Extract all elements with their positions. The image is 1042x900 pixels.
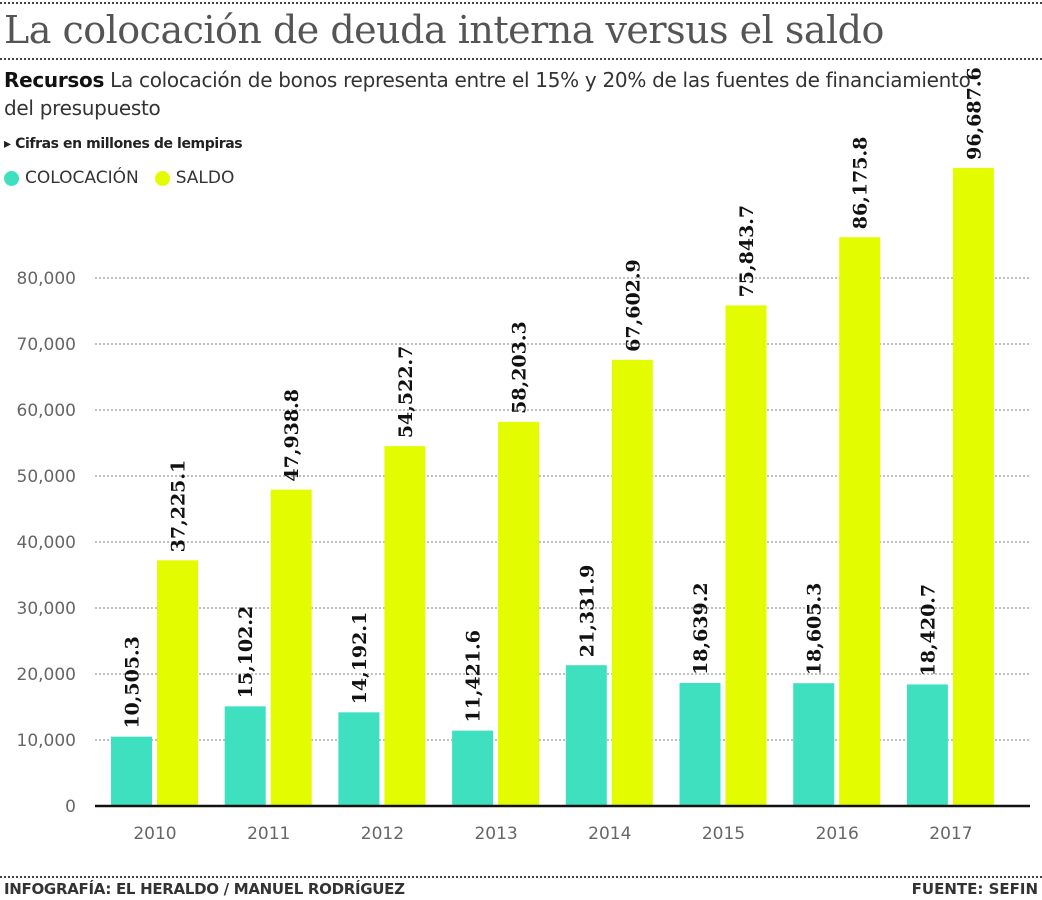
bar-saldo xyxy=(157,560,198,806)
x-tick-label: 2010 xyxy=(133,824,176,844)
y-tick-label: 80,000 xyxy=(17,269,76,289)
x-tick-label: 2011 xyxy=(247,824,290,844)
data-label: 21,331.9 xyxy=(576,565,598,658)
data-label: 18,420.7 xyxy=(917,584,939,677)
bar-saldo xyxy=(384,446,426,806)
bar-saldo xyxy=(952,167,994,807)
y-tick-label: 0 xyxy=(65,797,76,817)
x-tick-label: 2013 xyxy=(474,824,517,844)
data-label: 54,522.7 xyxy=(395,346,417,439)
footer-divider xyxy=(0,876,1042,878)
source: FUENTE: SEFIN xyxy=(911,880,1038,898)
y-tick-label: 10,000 xyxy=(17,731,76,751)
data-label: 18,605.3 xyxy=(804,583,826,676)
bar-colocacion xyxy=(906,684,948,806)
bar-colocacion xyxy=(679,682,721,806)
credit: INFOGRAFÍA: EL HERALDO / MANUEL RODRÍGUE… xyxy=(4,880,405,898)
y-tick-label: 20,000 xyxy=(17,665,76,685)
chart-subtitle: Recursos La colocación de bonos represen… xyxy=(4,66,1004,122)
data-label: 47,938.8 xyxy=(281,389,303,482)
bar-colocacion xyxy=(224,706,266,806)
y-tick-label: 60,000 xyxy=(17,401,76,421)
bar-colocacion xyxy=(793,683,835,806)
data-label: 75,843.7 xyxy=(736,205,758,298)
bar-saldo xyxy=(611,359,653,806)
data-label: 37,225.1 xyxy=(168,460,190,553)
subtitle-text: La colocación de bonos representa entre … xyxy=(4,68,971,120)
units-note: ▸ Cifras en millones de lempiras xyxy=(4,136,243,152)
data-label: 15,102.2 xyxy=(235,606,257,699)
legend-item-colocacion: COLOCACIÓN xyxy=(4,168,139,188)
data-label: 10,505.3 xyxy=(122,636,144,729)
y-tick-label: 50,000 xyxy=(17,467,76,487)
bar-saldo xyxy=(725,305,767,806)
bar-saldo xyxy=(839,237,881,806)
y-tick-label: 70,000 xyxy=(17,335,76,355)
data-label: 11,421.6 xyxy=(463,630,485,723)
top-divider xyxy=(0,2,1042,4)
bar-colocacion xyxy=(338,712,380,806)
legend-item-saldo: SALDO xyxy=(154,168,235,188)
bar-saldo xyxy=(270,489,312,806)
y-tick-label: 40,000 xyxy=(17,533,76,553)
data-label: 18,639.2 xyxy=(690,582,712,675)
triangle-icon: ▸ xyxy=(4,136,11,152)
bar-colocacion xyxy=(111,736,152,806)
legend-label-colocacion: COLOCACIÓN xyxy=(25,168,139,188)
legend-label-saldo: SALDO xyxy=(175,168,235,188)
x-tick-label: 2015 xyxy=(702,824,745,844)
bar-colocacion xyxy=(452,730,494,806)
y-tick-label: 30,000 xyxy=(17,599,76,619)
data-label: 67,602.9 xyxy=(622,259,644,352)
legend: COLOCACIÓN SALDO xyxy=(4,168,234,188)
data-label: 14,192.1 xyxy=(349,612,371,705)
x-tick-label: 2012 xyxy=(361,824,404,844)
chart-title: La colocación de deuda interna versus el… xyxy=(4,8,884,52)
subtitle-bold: Recursos xyxy=(4,68,105,92)
bar-colocacion xyxy=(565,665,607,806)
x-tick-label: 2017 xyxy=(929,824,972,844)
title-divider xyxy=(0,58,1042,60)
x-tick-label: 2016 xyxy=(816,824,859,844)
units-note-text: Cifras en millones de lempiras xyxy=(15,136,243,152)
legend-swatch-colocacion xyxy=(4,170,19,186)
data-label: 86,175.8 xyxy=(850,137,872,230)
bar-saldo xyxy=(498,421,540,806)
legend-swatch-saldo xyxy=(154,170,170,186)
data-label: 58,203.3 xyxy=(509,321,531,414)
x-tick-label: 2014 xyxy=(588,824,631,844)
data-label: 96,687.6 xyxy=(963,67,985,160)
